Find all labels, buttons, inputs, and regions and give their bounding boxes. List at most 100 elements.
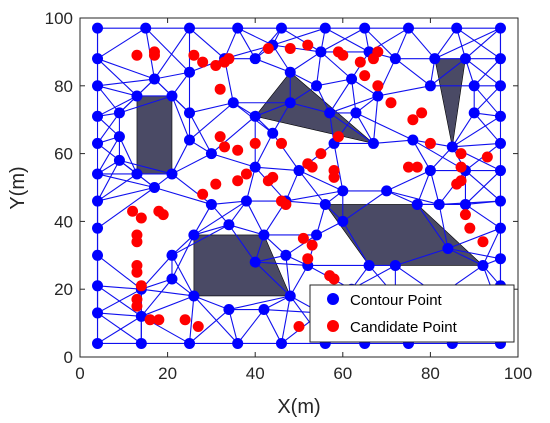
mesh-edge: [97, 173, 155, 189]
mesh-edge: [255, 58, 291, 73]
contour-point: [284, 290, 296, 302]
mesh-edge: [193, 204, 212, 236]
mesh-edge: [189, 102, 234, 141]
contour-point: [389, 53, 401, 65]
candidate-point: [135, 212, 147, 224]
mesh-edge: [320, 51, 352, 80]
contour-point: [92, 222, 104, 234]
mesh-edge: [465, 170, 501, 205]
x-tick-label: 60: [333, 364, 352, 383]
contour-point: [424, 165, 436, 177]
mesh-edge: [325, 27, 370, 53]
contour-point: [249, 53, 261, 65]
contour-point: [411, 198, 423, 210]
contour-point: [92, 53, 104, 65]
contour-point: [131, 90, 143, 102]
mesh-edge: [145, 27, 190, 73]
contour-point: [324, 107, 336, 119]
mesh-edge: [465, 27, 501, 60]
mesh-edge: [395, 247, 449, 266]
contour-point: [363, 259, 375, 271]
mesh-edge: [355, 112, 414, 141]
candidate-point: [315, 148, 327, 160]
contour-point: [166, 273, 178, 285]
candidate-point: [240, 168, 252, 180]
mesh-edge: [119, 159, 173, 175]
mesh-edge: [263, 309, 282, 344]
mesh-edge: [171, 255, 195, 297]
candidate-point: [153, 314, 165, 326]
candidate-point: [407, 114, 419, 126]
mesh-edge: [320, 27, 365, 53]
candidate-point: [280, 198, 292, 210]
mesh-edge: [140, 254, 173, 290]
mesh-edge: [171, 95, 191, 141]
legend-box: [309, 284, 515, 343]
mesh-edge: [473, 85, 501, 117]
x-tick-label: 20: [158, 364, 177, 383]
candidate-point: [455, 161, 467, 173]
candidate-point: [232, 144, 244, 156]
x-axis-label: X(m): [277, 396, 320, 418]
candidate-point: [188, 49, 200, 61]
mesh-edge: [482, 227, 501, 266]
contour-point: [184, 107, 195, 119]
y-tick-label: 40: [54, 212, 73, 231]
candidate-point: [192, 320, 204, 332]
candidate-point: [424, 137, 436, 149]
contour-point: [477, 259, 489, 271]
contour-point: [92, 195, 104, 207]
x-tick-label: 40: [246, 364, 265, 383]
contour-point: [249, 161, 261, 173]
mesh-edge: [290, 102, 330, 114]
mesh-edge: [97, 254, 142, 290]
mesh-edge: [451, 112, 475, 148]
candidate-point: [131, 49, 143, 61]
contour-point: [166, 90, 178, 102]
legend-marker-candidate: [327, 320, 339, 332]
contour-point: [113, 107, 125, 119]
mesh-edge: [416, 204, 449, 249]
candidate-point: [359, 70, 371, 82]
mesh-edge: [154, 71, 190, 80]
contour-point: [446, 141, 458, 153]
mesh-edge: [285, 200, 326, 205]
mesh-edge: [254, 133, 274, 168]
contour-point: [494, 110, 506, 122]
contour-point: [188, 229, 200, 241]
candidate-point: [127, 205, 139, 217]
candidate-point: [411, 161, 423, 173]
y-tick-label: 100: [45, 9, 73, 28]
mesh-edge: [154, 186, 212, 205]
contour-point: [92, 249, 104, 261]
mesh-edge: [188, 295, 195, 344]
mesh-edge: [285, 234, 317, 256]
y-axis-label: Y(m): [7, 166, 29, 209]
contour-point: [113, 131, 125, 143]
mesh-edge: [452, 115, 501, 148]
candidate-point: [464, 222, 476, 234]
mesh-edge: [452, 142, 501, 148]
mesh-edge: [447, 247, 501, 260]
legend-marker-contour: [327, 293, 339, 305]
legend-label-candidate: Candidate Point: [350, 319, 458, 336]
mesh-edge: [465, 170, 501, 202]
mesh-edge: [386, 190, 440, 205]
mesh-edge: [193, 224, 230, 236]
mesh-edge: [171, 139, 190, 175]
mesh-edge: [473, 85, 501, 114]
candidate-point: [302, 39, 314, 51]
contour-point: [494, 222, 506, 234]
mesh-edge: [154, 27, 190, 80]
candidate-point: [157, 209, 169, 221]
contour-point: [184, 22, 195, 34]
contour-point: [459, 198, 471, 210]
candidate-point: [297, 232, 309, 244]
mesh-edge: [329, 78, 353, 114]
mesh-edge: [465, 203, 501, 229]
contour-point: [389, 259, 401, 271]
contour-point: [280, 249, 292, 261]
mesh-edge: [141, 295, 195, 317]
contour-point: [92, 22, 104, 34]
mesh-edge: [355, 112, 374, 144]
